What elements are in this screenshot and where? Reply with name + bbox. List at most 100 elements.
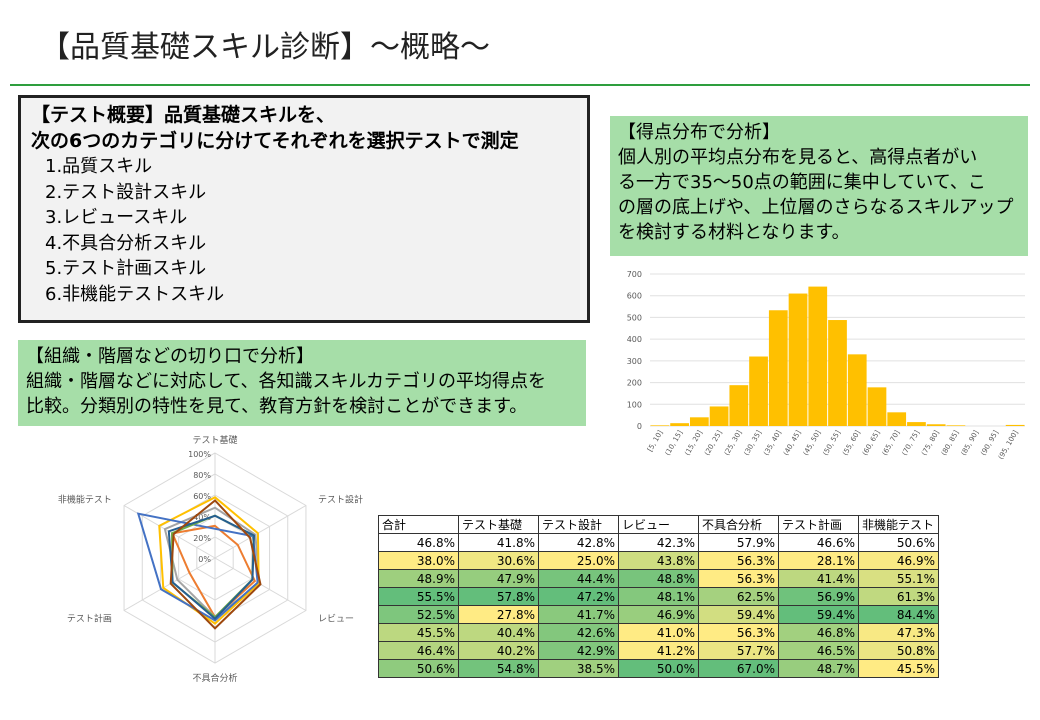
category-item: 3.レビュースキル — [45, 207, 188, 228]
histogram-bar — [926, 424, 946, 426]
table-cell: 57.7% — [698, 641, 779, 660]
table-row: 45.5% 40.4% 42.6% 41.0% 56.3% 46.8% 47.3% — [378, 623, 939, 642]
table-cell: 40.4% — [458, 623, 539, 642]
table-cell: 46.8% — [778, 623, 859, 642]
table-cell: 41.0% — [618, 623, 699, 642]
dist-text: る一方で35～50点の範囲に集中していて、こ — [618, 172, 986, 193]
table-row: 46.4% 40.2% 42.9% 41.2% 57.7% 46.5% 50.8% — [378, 641, 939, 660]
table-cell: 48.9% — [378, 569, 459, 588]
r-tick-label: 80% — [193, 471, 211, 480]
table-cell: 42.3% — [618, 533, 699, 552]
table-cell: 41.4% — [778, 569, 859, 588]
overview-box: 【テスト概要】品質基礎スキルを、 次の6つのカテゴリに分けてそれぞれを選択テスト… — [18, 95, 590, 323]
table-cell: 45.5% — [378, 623, 459, 642]
table-row: 48.9% 47.9% 44.4% 48.8% 56.3% 41.4% 55.1% — [378, 569, 939, 588]
table-cell: 41.8% — [458, 533, 539, 552]
table-cell: 40.2% — [458, 641, 539, 660]
org-heading: 【組織・階層などの切り口で分析】 — [26, 346, 314, 367]
histogram-bar — [709, 406, 729, 426]
table-cell: 30.6% — [458, 551, 539, 570]
table-cell: 41.7% — [538, 605, 619, 624]
histogram-bar — [887, 412, 907, 426]
table-cell: 47.9% — [458, 569, 539, 588]
table-cell: 46.9% — [858, 551, 939, 570]
table-cell: 46.5% — [778, 641, 859, 660]
y-tick-label: 0 — [637, 422, 642, 431]
column-header: 合計 — [378, 515, 459, 534]
dist-text: の層の底上げや、上位層のさらなるスキルアップ — [618, 197, 1014, 218]
category-item: 6.非機能テストスキル — [45, 283, 225, 305]
x-tick-label: [5, 10] — [646, 429, 665, 453]
table-cell: 45.5% — [858, 659, 939, 678]
table-cell: 57.9% — [698, 533, 779, 552]
histogram-bar — [689, 417, 709, 426]
table-cell: 42.9% — [538, 641, 619, 660]
x-tick-label: (75, 80] — [920, 429, 941, 457]
column-header: 不具合分析 — [698, 515, 779, 534]
org-analysis-box: 【組織・階層などの切り口で分析】 組織・階層などに対応して、各知識スキルカテゴリ… — [18, 340, 586, 426]
histogram-bar — [907, 422, 926, 426]
org-text: 組織・階層などに対応して、各知識スキルカテゴリの平均得点を — [26, 371, 547, 392]
table-row: 46.8% 41.8% 42.8% 42.3% 57.9% 46.6% 50.6% — [378, 533, 939, 552]
table-row: 50.6% 54.8% 38.5% 50.0% 67.0% 48.7% 45.5% — [378, 659, 939, 678]
histogram-bar — [847, 354, 867, 426]
y-tick-label: 300 — [627, 357, 642, 366]
table-cell: 50.6% — [378, 659, 459, 678]
table-cell: 46.9% — [618, 605, 699, 624]
table-cell: 56.9% — [778, 587, 859, 606]
histogram-bar — [867, 387, 887, 426]
y-tick-label: 100 — [627, 400, 642, 409]
table-cell: 56.3% — [698, 551, 779, 570]
x-tick-label: (95, 100] — [997, 429, 1020, 461]
table-cell: 46.4% — [378, 641, 459, 660]
table-cell: 48.1% — [618, 587, 699, 606]
table-cell: 50.0% — [618, 659, 699, 678]
table-row: 52.5% 27.8% 41.7% 46.9% 59.4% 59.4% 84.4% — [378, 605, 939, 624]
table-cell: 38.5% — [538, 659, 619, 678]
table-cell: 55.1% — [858, 569, 939, 588]
x-tick-label: (15, 20] — [683, 429, 704, 457]
column-header: テスト基礎 — [458, 515, 539, 534]
table-cell: 42.6% — [538, 623, 619, 642]
table-cell: 56.3% — [698, 623, 779, 642]
axis-label: テスト設計 — [318, 494, 363, 506]
x-tick-label: (50, 55] — [821, 429, 842, 457]
y-tick-label: 600 — [627, 292, 642, 301]
table-cell: 55.5% — [378, 587, 459, 606]
x-tick-label: (65, 70] — [881, 429, 902, 457]
table-cell: 59.4% — [698, 605, 779, 624]
distribution-analysis-box: 【得点分布で分析】 個人別の平均点分布を見ると、高得点者がい る一方で35～50… — [610, 116, 1028, 256]
x-tick-label: (55, 60] — [841, 429, 862, 457]
x-tick-label: (30, 35] — [742, 429, 763, 457]
table-cell: 84.4% — [858, 605, 939, 624]
table-cell: 54.8% — [458, 659, 539, 678]
dist-text: を検討する材料となります。 — [618, 222, 850, 243]
axis-label: レビュー — [318, 614, 354, 625]
table-cell: 57.8% — [458, 587, 539, 606]
category-item: 1.品質スキル — [45, 156, 153, 177]
x-tick-label: (60, 65] — [861, 429, 882, 457]
x-tick-label: (25, 30] — [723, 429, 744, 457]
axis-label: テスト計画 — [67, 613, 112, 625]
x-tick-label: (10, 15] — [664, 429, 685, 457]
x-tick-label: (20, 25] — [703, 429, 724, 457]
histogram-bar — [828, 320, 847, 426]
org-text: 比較。分類別の特性を見て、教育方針を検討ことができます。 — [26, 396, 528, 417]
column-header: 非機能テスト — [858, 515, 939, 534]
table-cell: 48.8% — [618, 569, 699, 588]
overview-heading: 【テスト概要】品質基礎スキルを、 — [31, 104, 336, 126]
dist-text: 個人別の平均点分布を見ると、高得点者がい — [618, 147, 978, 168]
table-cell: 52.5% — [378, 605, 459, 624]
r-tick-label: 20% — [193, 534, 211, 543]
histogram-chart: 0 100 200 300 400 500 600 700 [5, 10](10, 15](15… — [627, 270, 1025, 461]
axis-label: テスト基礎 — [192, 434, 237, 446]
divider — [10, 84, 1030, 86]
dist-heading: 【得点分布で分析】 — [618, 122, 780, 143]
column-header: テスト計画 — [778, 515, 859, 534]
y-tick-label: 200 — [627, 379, 642, 388]
category-item: 2.テスト設計スキル — [45, 181, 207, 203]
axis-label: 不具合分析 — [192, 672, 237, 683]
radar-spoke — [123, 557, 216, 611]
y-tick-label: 500 — [627, 313, 642, 322]
table-row: 38.0% 30.6% 25.0% 43.8% 56.3% 28.1% 46.9% — [378, 551, 939, 570]
